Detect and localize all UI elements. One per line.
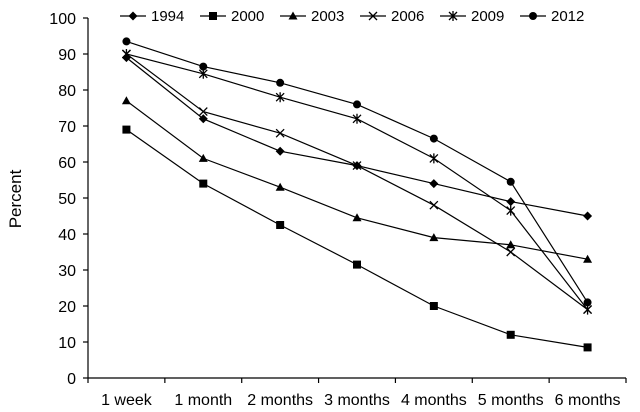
data-point: [352, 161, 362, 171]
legend-label: 2012: [551, 8, 584, 25]
data-point: [353, 260, 361, 269]
series-1994: [121, 53, 593, 221]
legend-label: 2003: [311, 8, 344, 25]
series-line-1994: [126, 57, 588, 217]
y-tick-label: 10: [58, 335, 76, 352]
x-tick-label: 3 months: [324, 392, 390, 409]
legend-item-1994: 1994: [120, 8, 184, 25]
series-layer: [121, 37, 593, 352]
x-tick-label: 5 months: [478, 392, 544, 409]
data-point: [583, 211, 593, 221]
data-point: [275, 146, 285, 156]
data-point: [198, 107, 208, 117]
legend-item-2000: 2000: [200, 8, 264, 25]
y-tick-label: 20: [58, 299, 76, 316]
data-point: [275, 92, 285, 103]
data-point: [429, 134, 438, 143]
data-point: [352, 113, 362, 124]
data-point: [506, 240, 516, 249]
data-point: [276, 221, 285, 229]
data-point: [353, 100, 361, 109]
data-point: [583, 254, 593, 263]
y-tick-label: 0: [67, 371, 76, 388]
x-tick-label: 6 months: [555, 392, 621, 409]
y-tick-label: 60: [58, 155, 76, 172]
x-tick-label: 1 week: [101, 392, 153, 409]
legend-marker: [128, 11, 138, 21]
y-tick-label: 40: [58, 227, 76, 244]
data-point: [122, 37, 131, 46]
data-point: [583, 298, 592, 307]
series-2009: [121, 49, 593, 315]
legend-label: 2009: [471, 8, 504, 25]
data-point: [275, 182, 285, 191]
series-2000: [122, 125, 592, 352]
y-tick-label: 50: [58, 191, 76, 208]
data-point: [199, 62, 208, 71]
axes: 0 10 20 30 40 50 60 70 80 90 100 1 week 1 month 2 mon…: [49, 11, 627, 409]
legend-item-2006: 2006: [360, 8, 424, 25]
legend-label: 1994: [151, 8, 184, 25]
legend-marker: [448, 11, 458, 21]
data-point: [429, 233, 439, 242]
data-point: [506, 205, 516, 216]
y-axis-title: Percent: [6, 169, 25, 228]
data-point: [198, 153, 208, 162]
data-point: [275, 128, 285, 138]
data-point: [506, 197, 516, 207]
series-2003: [121, 96, 593, 263]
y-tick-label: 30: [58, 263, 76, 280]
data-point: [583, 343, 592, 352]
y-tick-label: 100: [49, 11, 76, 28]
x-tick-label: 2 months: [247, 392, 313, 409]
legend-marker: [368, 11, 378, 21]
data-point: [121, 96, 131, 105]
series-2006: [121, 49, 593, 315]
series-line-2003: [126, 100, 588, 260]
legend-marker: [288, 11, 298, 20]
series-2012: [122, 37, 592, 307]
x-tick-label: 4 months: [401, 392, 467, 409]
data-point: [198, 114, 208, 124]
data-point: [429, 153, 439, 164]
data-point: [506, 330, 515, 339]
x-tick-label: 1 month: [174, 392, 232, 409]
y-tick-label: 70: [58, 119, 76, 136]
legend: 1994 2000 2003 2006 2009 2012: [120, 8, 584, 25]
data-point: [122, 125, 131, 134]
data-point: [429, 302, 438, 310]
legend-item-2003: 2003: [280, 8, 344, 25]
data-point: [429, 179, 439, 189]
legend-marker: [529, 12, 537, 20]
legend-label: 2006: [391, 8, 424, 25]
legend-marker: [209, 12, 217, 20]
legend-item-2012: 2012: [520, 8, 584, 25]
data-point: [429, 200, 439, 210]
series-line-2009: [126, 53, 589, 310]
legend-label: 2000: [231, 8, 264, 25]
data-point: [506, 177, 515, 186]
data-point: [506, 247, 516, 257]
legend-item-2009: 2009: [440, 8, 504, 25]
data-point: [199, 179, 208, 188]
data-point: [352, 213, 362, 222]
y-tick-label: 80: [58, 83, 76, 100]
y-tick-label: 90: [58, 47, 76, 64]
data-point: [121, 49, 131, 59]
series-line-2006: [126, 53, 588, 311]
data-point: [276, 78, 285, 87]
